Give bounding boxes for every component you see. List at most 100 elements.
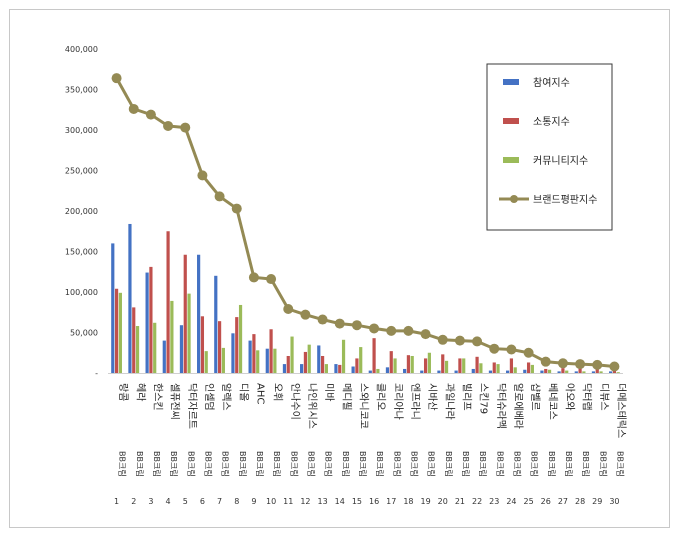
bar-3-1 [118, 292, 122, 373]
bar-1-25 [523, 369, 527, 373]
bar-2-29 [595, 368, 599, 373]
bar-2-11 [286, 355, 290, 373]
category-subtitle: BB크림 [255, 451, 265, 477]
rank-number: 15 [352, 497, 362, 506]
bar-3-30 [616, 372, 620, 373]
category-subtitle: BB크림 [272, 451, 282, 477]
rank-number: 24 [506, 497, 516, 506]
brand-index-point-29 [592, 359, 603, 370]
bar-2-3 [149, 266, 153, 373]
bar-1-6 [197, 254, 201, 373]
category-subtitle: BB크림 [598, 451, 608, 477]
rank-number: 28 [575, 497, 585, 506]
category-label: 클리오 [375, 383, 387, 411]
bar-3-7 [221, 347, 225, 373]
category-subtitle: BB크림 [512, 451, 522, 477]
bar-1-7 [214, 275, 218, 373]
category-label: 샵벨르 [529, 383, 541, 411]
bar-3-20 [444, 360, 449, 373]
bar-1-2 [128, 223, 132, 373]
rank-number: 16 [369, 497, 379, 506]
y-tick-label: 150,000 [65, 248, 98, 257]
legend-label: 참여지수 [533, 77, 570, 89]
bar-3-6 [204, 351, 208, 373]
category-label: 코리아나 [392, 383, 404, 420]
bar-1-4 [162, 340, 166, 373]
bar-2-15 [355, 358, 359, 373]
legend-swatch-3 [503, 157, 519, 163]
brand-index-point-6 [197, 170, 208, 181]
category-subtitle: BB크림 [564, 451, 574, 477]
category-label: 한스킨 [151, 383, 163, 411]
bar-series-group [111, 223, 620, 373]
category-label: 메디필 [340, 383, 352, 411]
bar-1-29 [591, 371, 596, 373]
category-label: 알렉스 [220, 383, 232, 411]
bar-2-8 [235, 317, 239, 373]
bar-3-2 [135, 326, 140, 373]
brand-index-point-7 [214, 191, 225, 202]
bar-2-7 [217, 321, 222, 373]
category-label: 안나수이 [289, 383, 301, 420]
brand-index-point-16 [369, 323, 380, 334]
category-label: 오휘 [272, 383, 284, 401]
y-tick-label: 300,000 [65, 126, 98, 135]
category-label: AHC [254, 383, 265, 404]
bar-1-20 [437, 370, 441, 373]
bar-3-26 [547, 369, 552, 373]
bar-1-13 [317, 345, 321, 373]
y-tick-label: 50,000 [70, 329, 98, 338]
bar-2-23 [492, 362, 496, 373]
category-label: 디뷰스 [598, 383, 610, 411]
category-subtitle: BB크림 [324, 451, 334, 477]
y-tick-label: 250,000 [65, 167, 98, 176]
rank-number: 17 [386, 497, 396, 506]
bar-3-21 [462, 358, 466, 373]
category-subtitle: BB크림 [203, 451, 213, 477]
bar-2-5 [183, 254, 187, 373]
brand-index-point-21 [454, 335, 465, 346]
bar-3-23 [496, 364, 500, 373]
category-label: 더메스테릭스 [615, 383, 627, 438]
bar-1-17 [385, 367, 390, 373]
brand-index-point-11 [283, 304, 294, 315]
rank-number: 5 [183, 497, 188, 506]
y-axis: - 50,000 100,000 150,000 200,000 250,000 300,0… [65, 45, 98, 378]
bar-3-10 [273, 348, 277, 373]
category-subtitle: BB크림 [530, 451, 540, 477]
y-tick-label: 100,000 [65, 288, 98, 297]
bar-1-1 [111, 243, 115, 373]
bar-1-16 [368, 370, 372, 373]
bar-1-21 [454, 370, 458, 373]
bar-1-28 [574, 371, 578, 373]
category-label: 랑콤 [117, 383, 129, 401]
brand-index-point-13 [317, 314, 328, 325]
bar-3-8 [238, 304, 243, 373]
bar-1-15 [351, 366, 355, 373]
legend-label: 커뮤니티지수 [533, 155, 588, 167]
rank-number: 6 [200, 497, 205, 506]
rank-number: 14 [335, 497, 345, 506]
rank-number: 13 [317, 497, 327, 506]
bar-3-13 [324, 364, 328, 373]
bar-2-16 [372, 338, 376, 373]
rank-number: 22 [472, 497, 482, 506]
bar-2-21 [458, 358, 462, 373]
rank-number: 8 [234, 497, 239, 506]
category-label: 나인위시스 [306, 383, 319, 429]
legend-label: 소통지수 [533, 116, 570, 128]
category-label: 미바 [323, 383, 335, 401]
bar-3-12 [307, 344, 311, 373]
category-label: 알로에베라 [512, 383, 524, 429]
bar-2-9 [252, 334, 256, 373]
rank-number: 26 [541, 497, 551, 506]
rank-number: 29 [592, 497, 602, 506]
bar-3-22 [479, 363, 483, 373]
rank-number: 25 [523, 497, 533, 506]
bar-3-4 [170, 300, 174, 373]
category-subtitle: BB크림 [444, 451, 454, 477]
category-label: 엔프라니 [409, 383, 421, 420]
legend-swatch-2 [503, 118, 519, 124]
category-subtitle: BB크림 [581, 451, 591, 477]
bar-2-25 [526, 362, 531, 373]
